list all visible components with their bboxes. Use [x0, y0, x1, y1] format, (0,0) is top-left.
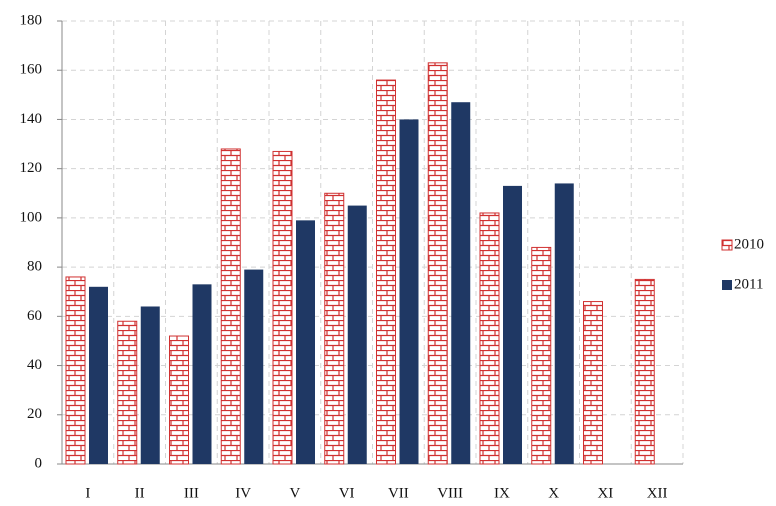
bar — [427, 62, 448, 465]
y-tick-label: 100 — [20, 209, 43, 225]
legend-swatch — [721, 239, 733, 251]
y-tick-label: 0 — [35, 455, 43, 471]
bar — [220, 148, 241, 465]
bar — [503, 185, 522, 464]
x-tick-label: VI — [339, 485, 355, 501]
x-tick-label: VII — [388, 485, 409, 501]
bar — [244, 269, 264, 464]
x-tick-label: III — [184, 485, 199, 501]
x-tick-label: X — [548, 485, 559, 501]
x-tick-label: II — [135, 485, 145, 501]
bar — [89, 286, 108, 464]
x-tick-label: XII — [647, 485, 668, 501]
y-tick-label: 60 — [27, 308, 42, 324]
bar — [296, 220, 315, 464]
bar — [272, 150, 293, 465]
y-tick-label: 120 — [20, 160, 43, 176]
x-tick-label: IV — [235, 485, 251, 501]
bar — [169, 335, 189, 465]
bar — [140, 306, 160, 464]
legend-swatch — [722, 280, 732, 290]
bar — [479, 212, 500, 465]
y-tick-label: 20 — [27, 406, 42, 422]
x-tick-label: V — [289, 485, 300, 501]
bar — [117, 320, 138, 465]
bar — [634, 278, 655, 465]
x-tick-label: XI — [597, 485, 613, 501]
x-tick-label: VIII — [437, 485, 463, 501]
bar — [192, 284, 212, 464]
bar — [554, 183, 574, 464]
x-tick-label: I — [85, 485, 90, 501]
bar — [399, 119, 419, 464]
bar — [451, 102, 471, 464]
x-tick-label: IX — [494, 485, 510, 501]
y-tick-label: 140 — [20, 111, 43, 127]
y-tick-label: 160 — [20, 62, 43, 78]
legend-label: 2010 — [734, 236, 764, 252]
bar — [531, 246, 552, 465]
bar — [324, 192, 345, 465]
bar — [583, 301, 603, 465]
y-tick-label: 80 — [27, 259, 42, 275]
legend-label: 2011 — [734, 276, 763, 292]
bar — [347, 205, 367, 465]
bar — [65, 276, 86, 465]
y-tick-label: 40 — [27, 357, 42, 373]
y-tick-label: 180 — [20, 12, 43, 28]
bar — [376, 79, 396, 465]
